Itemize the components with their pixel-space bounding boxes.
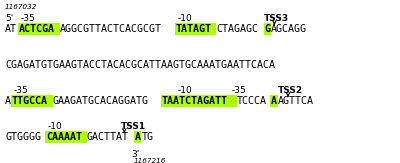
- Text: 5': 5': [5, 14, 13, 23]
- Text: TSS2: TSS2: [278, 86, 303, 95]
- Text: -35: -35: [232, 86, 247, 95]
- Text: ACTCGA: ACTCGA: [19, 24, 55, 34]
- Text: TTGCCA: TTGCCA: [12, 96, 48, 106]
- Text: A: A: [271, 96, 277, 106]
- Bar: [134, 131, 142, 142]
- Bar: [161, 95, 237, 106]
- Text: -10: -10: [178, 86, 192, 95]
- Text: GACTTAT: GACTTAT: [87, 132, 129, 142]
- Text: 1167032: 1167032: [5, 4, 37, 10]
- Text: A: A: [134, 132, 140, 142]
- Text: 1167216: 1167216: [134, 158, 166, 163]
- Text: AT: AT: [5, 24, 17, 34]
- Text: CGAGATGTGAAGTACCTACACGCATTAAGTGCAAATGAATTCACA: CGAGATGTGAAGTACCTACACGCATTAAGTGCAAATGAAT…: [5, 60, 275, 70]
- Text: GTGGGG: GTGGGG: [5, 132, 41, 142]
- Bar: [11, 95, 53, 106]
- Text: -35: -35: [14, 86, 28, 95]
- Bar: [270, 95, 278, 106]
- Bar: [46, 131, 87, 142]
- Text: AGCAGG: AGCAGG: [271, 24, 307, 34]
- Text: G: G: [264, 24, 270, 34]
- Bar: [175, 23, 216, 35]
- Text: -35: -35: [21, 14, 35, 23]
- Text: TCCCA: TCCCA: [237, 96, 267, 106]
- Bar: [264, 23, 271, 35]
- Text: TATAGT: TATAGT: [176, 24, 212, 34]
- Text: GAAGATGCACAGGATG: GAAGATGCACAGGATG: [53, 96, 149, 106]
- Text: CTAGAGC: CTAGAGC: [216, 24, 258, 34]
- Text: 3': 3': [131, 150, 139, 159]
- Text: CAAAAT: CAAAAT: [46, 132, 82, 142]
- Text: AGGCGTTACTCACGCGT: AGGCGTTACTCACGCGT: [60, 24, 162, 34]
- Text: -10: -10: [48, 122, 63, 131]
- Text: TSS3: TSS3: [264, 14, 289, 23]
- Text: TSS1: TSS1: [121, 122, 146, 131]
- Text: TG: TG: [142, 132, 154, 142]
- Bar: [18, 23, 60, 35]
- Text: A: A: [5, 96, 11, 106]
- Text: AGTTCA: AGTTCA: [278, 96, 314, 106]
- Text: -10: -10: [178, 14, 192, 23]
- Text: TAATCTAGATT: TAATCTAGATT: [162, 96, 228, 106]
